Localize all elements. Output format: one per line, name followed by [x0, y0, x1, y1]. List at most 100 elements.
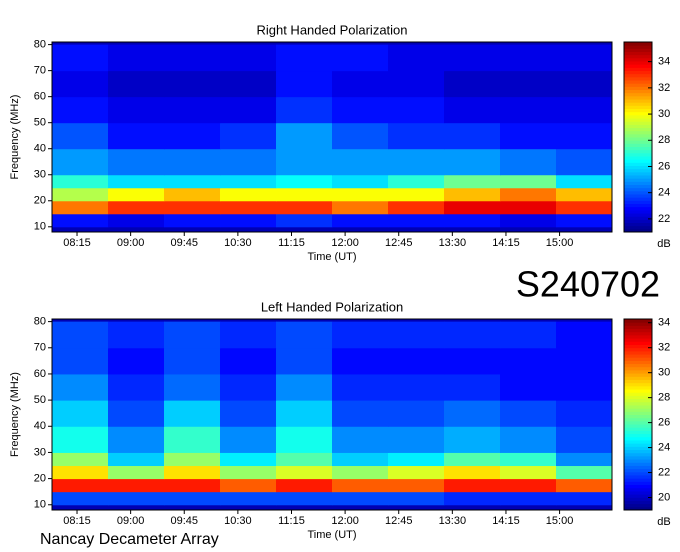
colorbar-swatch	[624, 213, 652, 217]
heatmap-cell	[220, 491, 277, 506]
heatmap-cell	[500, 70, 557, 98]
heatmap-cell	[276, 44, 333, 72]
heatmap-cell	[332, 122, 389, 150]
colorbar-swatch	[624, 474, 652, 479]
colorbar-swatch	[624, 73, 652, 78]
heatmap-cell	[220, 321, 277, 349]
y-tick-label: 80	[34, 39, 46, 51]
colorbar-swatch	[624, 443, 652, 447]
heatmap-cell	[556, 347, 613, 375]
colorbar-swatch	[624, 424, 652, 428]
colorbar-swatch	[624, 70, 652, 75]
heatmap-cell	[444, 174, 501, 189]
colorbar-swatch	[624, 484, 652, 489]
x-tick-label: 12:00	[331, 515, 359, 527]
colorbar-swatch	[624, 102, 652, 106]
heatmap-cell	[556, 478, 613, 493]
heatmap-cell	[276, 426, 333, 453]
heatmap-cell	[388, 200, 445, 215]
heatmap-cell	[556, 452, 613, 467]
heatmap-cell	[500, 465, 557, 480]
heatmap-cell	[388, 44, 445, 72]
colorbar-swatch	[624, 159, 652, 163]
colorbar-swatch	[624, 354, 652, 358]
colorbar-swatch	[624, 99, 652, 103]
colorbar-swatch	[624, 178, 652, 182]
heatmap-cell	[332, 44, 389, 72]
heatmap-cell	[500, 200, 557, 215]
heatmap-cell	[500, 96, 557, 124]
colorbar-swatch	[624, 401, 652, 406]
heatmap-cell	[556, 187, 613, 202]
colorbar-swatch	[624, 156, 652, 160]
heatmap-cell	[444, 373, 501, 401]
heatmap-cell	[164, 200, 221, 215]
heatmap-cell	[444, 400, 501, 427]
colorbar-swatch	[624, 67, 652, 71]
colorbar-swatch	[624, 168, 652, 173]
heatmap-cell	[500, 122, 557, 150]
heatmap-cell	[220, 174, 277, 189]
heatmap-cell	[276, 321, 333, 349]
heatmap-cell	[164, 478, 221, 493]
heatmap-cell	[164, 426, 221, 453]
colorbar-swatch	[624, 118, 652, 122]
colorbar-swatch	[624, 459, 652, 463]
x-tick-label: 13:30	[439, 237, 467, 249]
heatmap-cell	[332, 491, 389, 506]
heatmap-cell	[108, 426, 165, 453]
colorbar-swatch	[624, 360, 652, 365]
x-tick-label: 11:15	[278, 515, 305, 527]
colorbar-swatch	[624, 127, 652, 132]
heatmap-cell	[220, 452, 277, 467]
colorbar-swatch	[624, 209, 652, 214]
colorbar-swatch	[624, 462, 652, 466]
heatmap-cell	[52, 373, 109, 401]
colorbar-swatch	[624, 181, 652, 185]
heatmap-cell	[276, 70, 333, 98]
colorbar-swatch	[624, 143, 652, 147]
colorbar-swatch	[624, 194, 652, 198]
heatmap-cell	[52, 321, 109, 349]
heatmap-cell	[52, 70, 109, 98]
colorbar-swatch	[624, 408, 652, 412]
heatmap-cell	[220, 148, 277, 176]
colorbar-swatch	[624, 222, 652, 227]
colorbar-swatch	[624, 83, 652, 87]
heatmap-cell	[108, 44, 165, 72]
heatmap-cell	[388, 148, 445, 176]
colorbar-swatch	[624, 187, 652, 192]
heatmap-cell	[108, 491, 165, 506]
colorbar-swatch	[624, 414, 652, 419]
colorbar-swatch	[624, 490, 652, 495]
colorbar-swatch	[624, 385, 652, 390]
colorbar-tick-label: 22	[658, 213, 670, 225]
heatmap-cell	[220, 44, 277, 72]
colorbar-swatch	[624, 392, 652, 396]
heatmap-cell	[164, 452, 221, 467]
heatmap-cell	[108, 347, 165, 375]
y-tick-label: 10	[34, 499, 46, 511]
colorbar-tick-label: 34	[658, 317, 670, 329]
heatmap-cell	[52, 96, 109, 124]
chart-title: Right Handed Polarization	[256, 22, 407, 37]
heatmap-cell	[108, 321, 165, 349]
colorbar-swatch	[624, 373, 652, 377]
heatmap-cell	[108, 373, 165, 401]
heatmap-cell	[388, 452, 445, 467]
heatmap-cell	[276, 478, 333, 493]
colorbar-swatch	[624, 481, 652, 486]
heatmap-cell	[388, 491, 445, 506]
heatmap-cell	[220, 213, 277, 228]
y-tick-label: 30	[34, 169, 46, 181]
heatmap-cell	[332, 148, 389, 176]
heatmap-cell	[276, 174, 333, 189]
heatmap-cell	[52, 148, 109, 176]
colorbar-swatch	[624, 497, 652, 501]
heatmap-cell	[52, 187, 109, 202]
heatmap-cell	[108, 200, 165, 215]
heatmap-cell	[164, 491, 221, 506]
colorbar-tick-label: 28	[658, 392, 670, 404]
heatmap-cell	[500, 321, 557, 349]
heatmap-cell	[276, 491, 333, 506]
